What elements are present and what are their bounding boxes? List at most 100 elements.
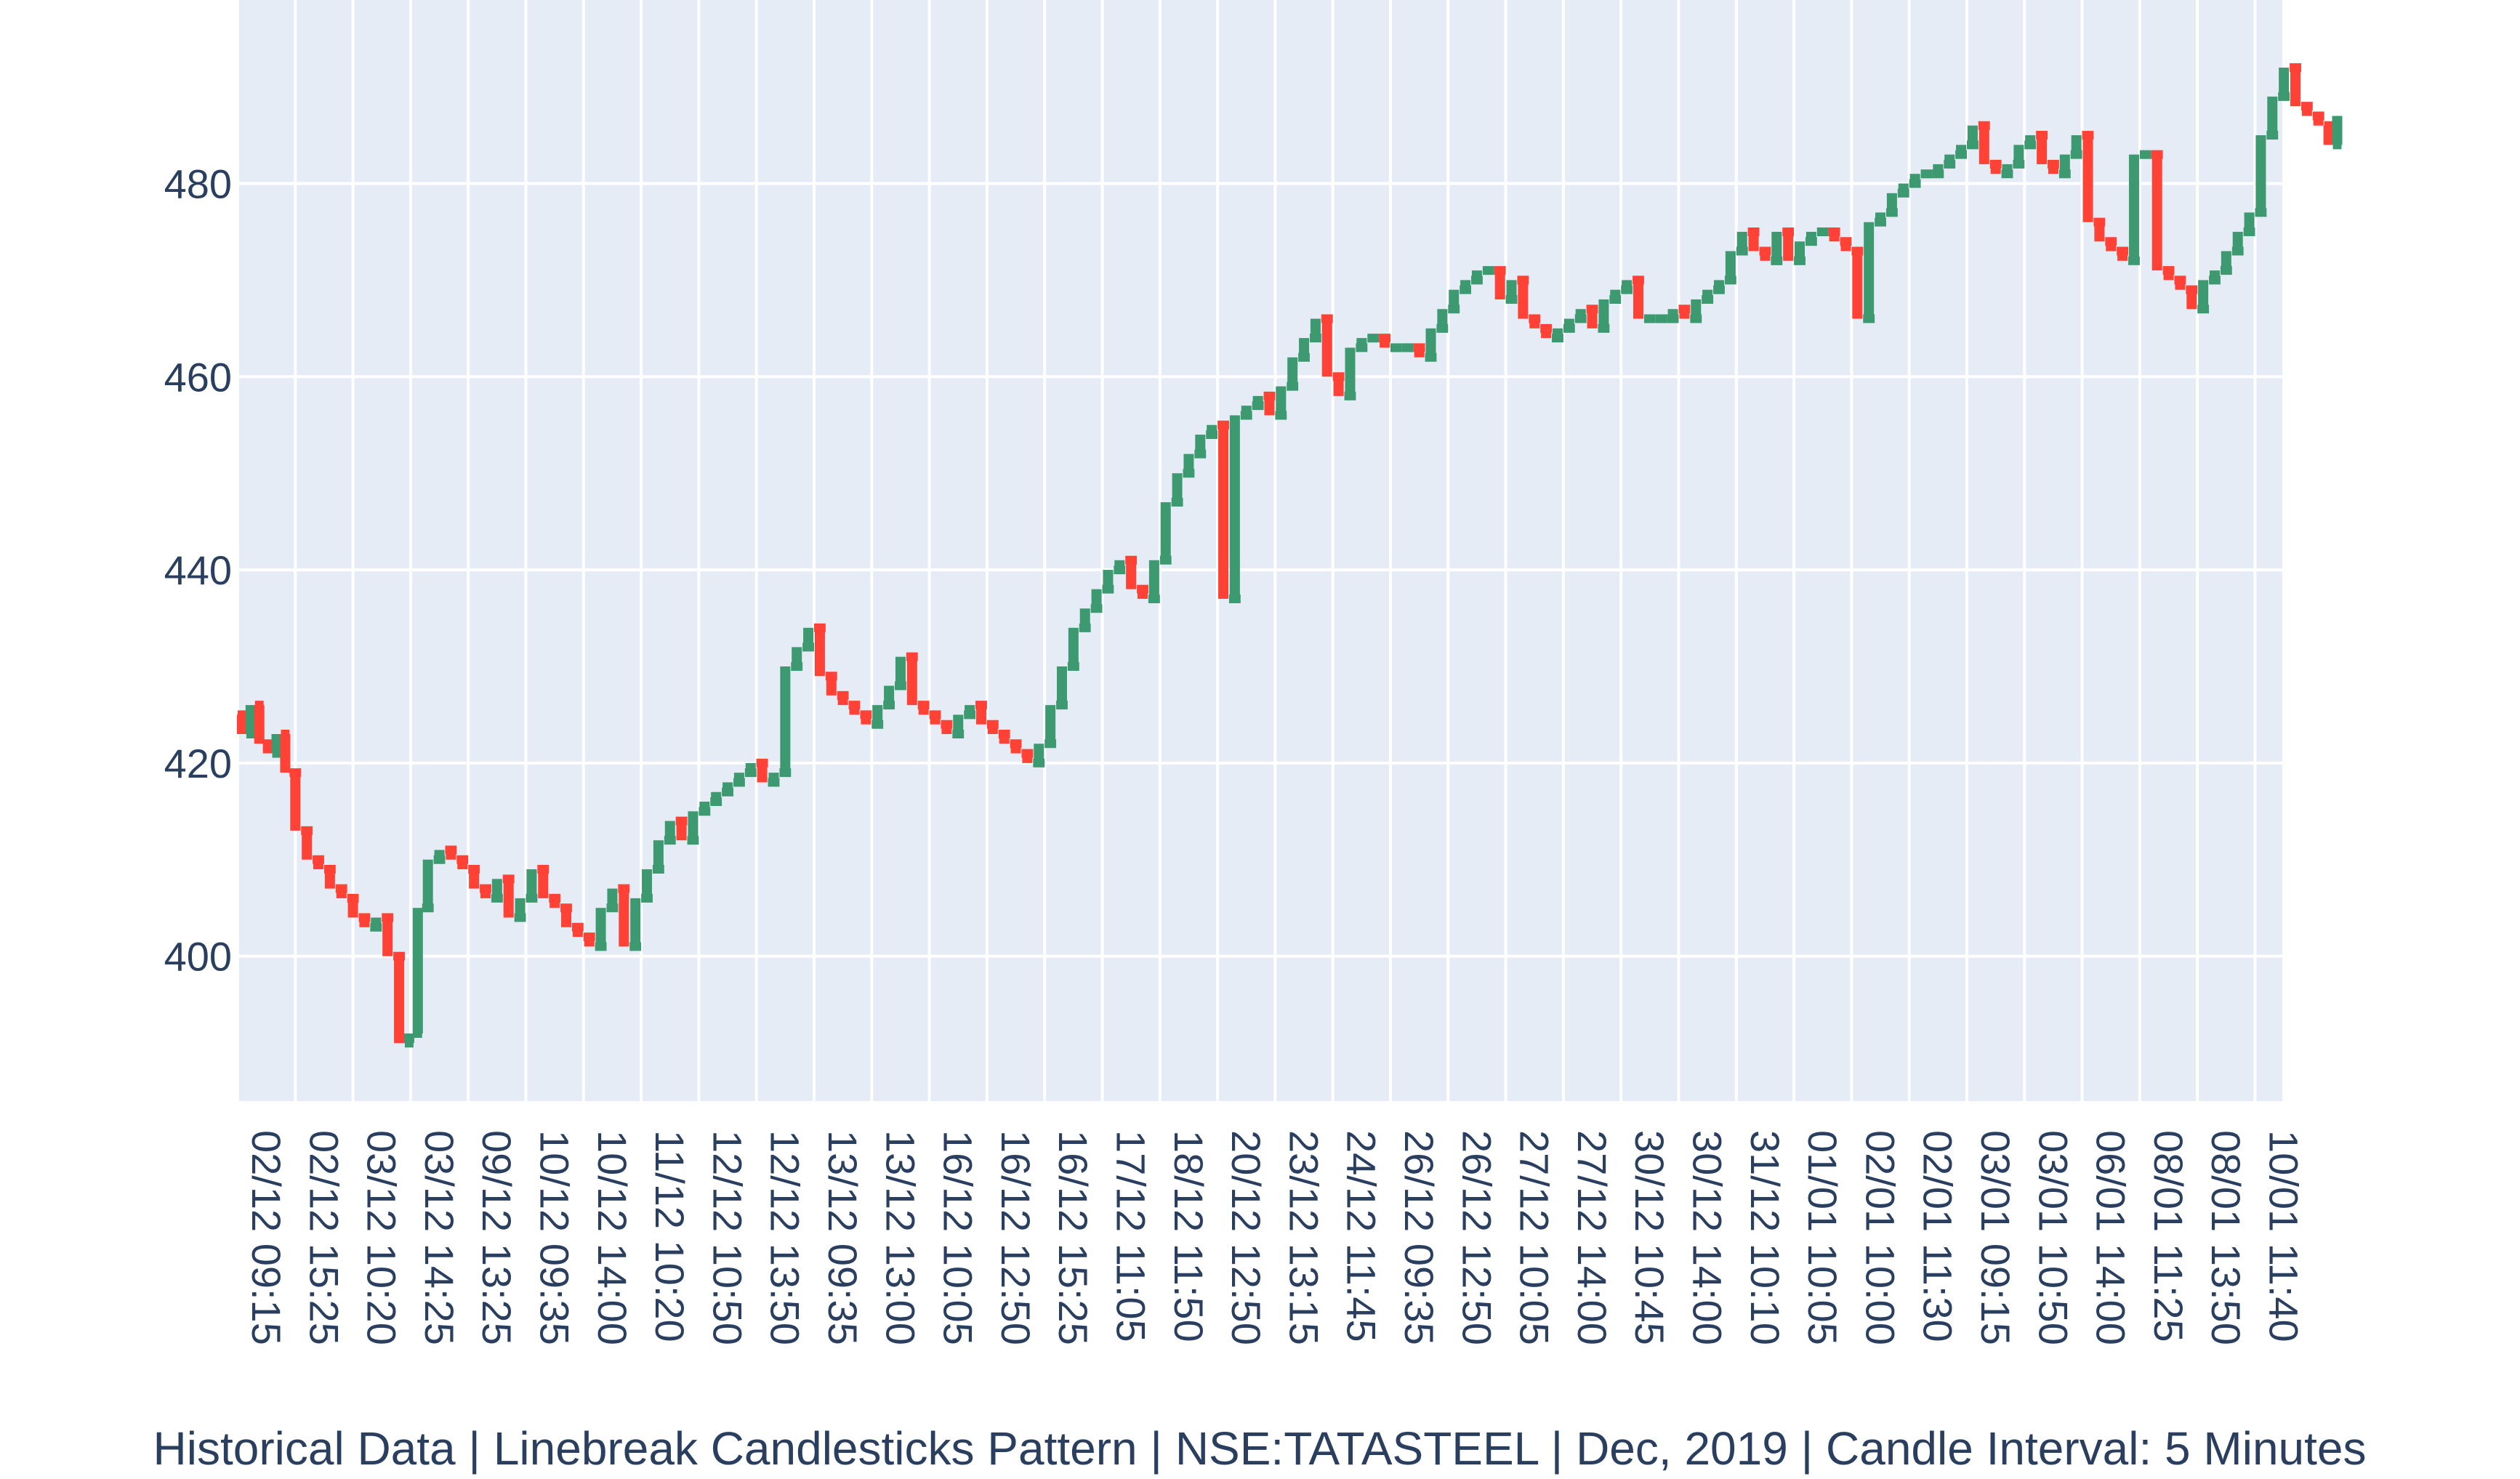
candle-up [245, 705, 256, 734]
x-tick-label: 02/12 09:15 [243, 1130, 289, 1345]
x-tick-label: 08/01 11:25 [2146, 1130, 2191, 1342]
y-tick-label: 440 [164, 547, 232, 593]
candle-down [394, 956, 405, 1044]
candle-up [1771, 231, 1782, 261]
candle-up [1276, 386, 1287, 416]
candle-down [382, 917, 393, 956]
candle-up [2198, 280, 2209, 310]
candle-up [2279, 68, 2290, 97]
x-tick-label: 13/12 13:00 [877, 1130, 923, 1345]
candle-down [1494, 270, 1505, 299]
candle-up [953, 714, 964, 734]
candle-down [280, 734, 291, 773]
x-tick-label: 03/01 09:15 [1973, 1130, 2018, 1345]
candle-up [1287, 357, 1298, 387]
grid-lines [236, 0, 2282, 1101]
candle-down [619, 888, 629, 947]
candle-up [1598, 299, 1609, 329]
candle-up [872, 705, 883, 725]
candle-down [2082, 135, 2093, 222]
candle-up [630, 898, 641, 947]
candle-down [814, 627, 825, 677]
candle-down [975, 705, 986, 725]
candle-down [561, 908, 572, 927]
candle-up [1045, 705, 1056, 744]
x-tick-label: 16/12 12:50 [993, 1130, 1039, 1345]
x-tick-label: 30/12 14:00 [1685, 1130, 1731, 1345]
candle-up [1725, 251, 1736, 281]
candle-down [2037, 135, 2048, 164]
candle-up [595, 908, 606, 947]
candle-up [1437, 309, 1448, 329]
candle-up [422, 859, 433, 908]
candle-up [491, 879, 502, 898]
candle-down [1333, 376, 1344, 396]
x-tick-label: 16/12 10:05 [935, 1130, 981, 1345]
candle-up [884, 685, 895, 706]
x-tick-label: 26/12 12:50 [1454, 1130, 1499, 1345]
candle-up [895, 656, 906, 686]
candle-up [1229, 415, 1240, 599]
candle-down [1518, 280, 1529, 319]
candle-down [1748, 231, 1759, 251]
x-tick-label: 27/12 14:00 [1569, 1130, 1615, 1345]
x-tick-label: 30/12 10:45 [1627, 1130, 1672, 1345]
candle-down [2151, 154, 2162, 271]
candle-down [1218, 424, 1229, 599]
candle-up [2128, 154, 2139, 261]
candle-up [1160, 502, 1171, 560]
candle-down [1587, 309, 1598, 329]
x-tick-label: 06/01 14:00 [2088, 1130, 2134, 1345]
x-tick-label: 10/01 11:40 [2261, 1130, 2307, 1342]
candle-down [757, 762, 768, 783]
y-tick-label: 460 [164, 354, 232, 400]
x-tick-label: 31/12 10:10 [1742, 1130, 1788, 1345]
y-tick-label: 480 [164, 161, 232, 207]
candle-down [290, 773, 301, 831]
x-tick-label: 16/12 15:25 [1050, 1130, 1096, 1345]
candle-down [2186, 289, 2197, 310]
candle-up [780, 666, 791, 773]
candle-up [1864, 222, 1875, 319]
candle-up [1345, 347, 1356, 396]
candle-up [2059, 154, 2070, 174]
x-tick-label: 10/12 09:35 [532, 1130, 578, 1345]
candle-up [1034, 743, 1044, 763]
candle-up [1691, 299, 1702, 319]
x-tick-label: 13/12 09:35 [820, 1130, 866, 1345]
x-tick-label: 12/12 13:50 [762, 1130, 808, 1345]
candle-down [2290, 68, 2301, 107]
candle-down [826, 676, 837, 696]
x-tick-label: 02/12 15:25 [301, 1130, 347, 1345]
candle-up [1195, 435, 1206, 454]
candle-up [653, 840, 664, 870]
candle-down [254, 705, 265, 744]
x-tick-label: 24/12 11:45 [1339, 1130, 1385, 1342]
x-tick-label: 20/12 12:50 [1223, 1130, 1269, 1345]
x-tick-label: 08/01 13:50 [2203, 1130, 2249, 1345]
candle-up [1068, 627, 1079, 666]
candle-up [2013, 145, 2024, 164]
y-tick-label: 400 [164, 934, 232, 980]
candle-up [1103, 570, 1114, 589]
candle-down [324, 869, 335, 889]
candle-up [515, 898, 526, 918]
candle-up [2267, 96, 2278, 136]
x-tick-label: 12/12 10:50 [704, 1130, 750, 1345]
candles [236, 63, 2343, 1048]
x-axis-title: Historical Data | Linebreak Candlesticks… [153, 1422, 2367, 1475]
plot-area [238, 0, 2282, 1101]
candle-up [2244, 212, 2255, 232]
x-tick-label: 18/12 11:50 [1166, 1130, 1212, 1342]
x-tick-label: 23/12 13:15 [1281, 1130, 1327, 1345]
candle-up [1148, 560, 1159, 599]
x-tick-label: 03/01 10:50 [2030, 1130, 2076, 1345]
candle-up [2332, 116, 2343, 145]
x-tick-label: 17/12 11:05 [1108, 1130, 1154, 1342]
candle-up [1299, 338, 1310, 358]
candle-down [2094, 222, 2105, 242]
candle-up [1172, 473, 1183, 503]
y-axis-ticks: 400 420 440 460 480 [164, 161, 232, 980]
x-axis-ticks: 02/12 09:15 02/12 15:25 03/12 10:20 03/12 1… [243, 1130, 2307, 1345]
candle-up [1079, 608, 1090, 628]
